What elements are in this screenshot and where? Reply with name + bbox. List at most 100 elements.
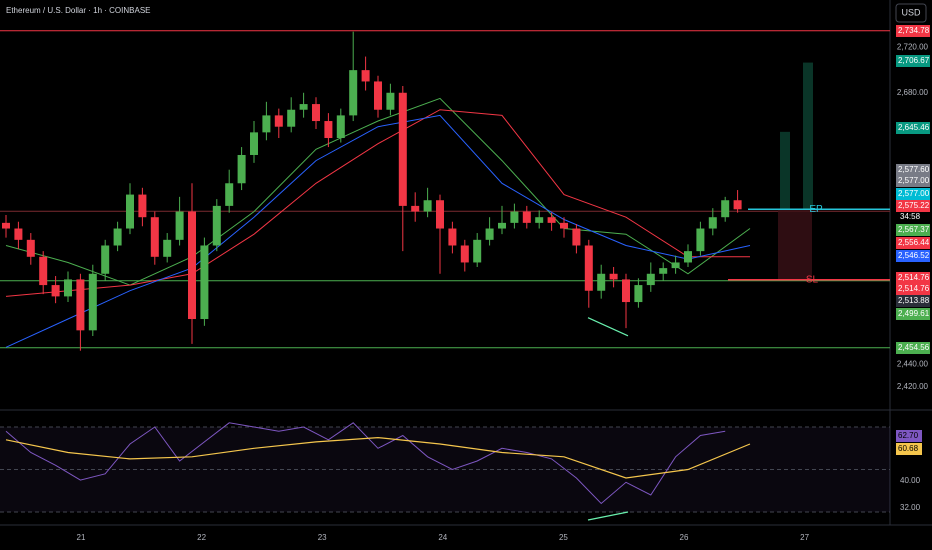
chart-title: Ethereum / U.S. Dollar · 1h · COINBASE: [6, 6, 151, 15]
candle-body: [113, 228, 122, 246]
price-label-bg: [896, 55, 930, 67]
price-label: 2,567.37: [898, 225, 930, 234]
price-label: 2,514.76: [898, 284, 930, 293]
rsi-line: [5, 422, 726, 505]
price-label: 2,706.67: [898, 56, 930, 65]
candle-body: [584, 245, 593, 291]
candle-body: [225, 183, 234, 206]
rsi-label: 62.70: [898, 431, 919, 440]
price-label: 2,645.46: [898, 123, 930, 132]
candle-body: [498, 222, 506, 229]
candle-body: [485, 228, 494, 240]
price-label-bg: [896, 122, 930, 134]
rsi-divergence-line: [587, 511, 629, 521]
x-tick-label: 24: [438, 533, 447, 542]
candle-body: [101, 245, 110, 274]
price-label: 2,499.61: [898, 309, 930, 318]
divergence-line: [587, 317, 629, 337]
candle-body: [733, 200, 742, 210]
x-tick-label: 22: [197, 533, 206, 542]
price-label: 2,577.00: [898, 176, 930, 185]
candle-body: [423, 200, 432, 212]
candle-body: [188, 211, 196, 320]
rsi-label-bg: [896, 430, 922, 442]
candle-body: [535, 217, 544, 223]
y-tick-label: 2,720.00: [897, 43, 929, 52]
candle-body: [684, 251, 692, 263]
candle-body: [708, 217, 717, 229]
price-label-bg: [896, 283, 930, 295]
candle-body: [287, 109, 296, 127]
price-label-bg: [896, 175, 930, 187]
price-label-bg: [896, 25, 930, 37]
candle-body: [324, 121, 333, 139]
rsi-tick-label: 32.00: [900, 503, 921, 512]
target-zone: [803, 62, 813, 210]
x-tick-label: 27: [800, 533, 809, 542]
candle-body: [622, 279, 630, 303]
candle-body: [473, 239, 482, 263]
price-label-bg: [896, 224, 930, 236]
moving-average: [5, 109, 750, 297]
candle-body: [126, 194, 134, 229]
candle-body: [609, 273, 618, 280]
price-label: 2,513.88: [898, 296, 930, 305]
currency-button[interactable]: [895, 3, 927, 23]
candle-body: [671, 262, 680, 269]
price-label: 2,556.44: [898, 238, 930, 247]
price-label: 2,577.60: [898, 165, 930, 174]
price-label: 2,575.22: [898, 201, 930, 210]
candle-body: [597, 273, 606, 291]
candle-body: [411, 205, 420, 212]
candle-body: [26, 239, 35, 257]
candle-body: [696, 228, 705, 252]
candle-body: [659, 268, 668, 274]
stop-label: SL: [806, 274, 819, 285]
candle-body: [510, 211, 519, 223]
price-label-bg: [896, 308, 930, 320]
price-label-bg: [896, 295, 930, 307]
x-tick-label: 25: [559, 533, 568, 542]
candle-body: [14, 228, 23, 240]
countdown: 34:58: [900, 212, 921, 221]
y-tick-label: 2,420.00: [897, 382, 929, 391]
candle-body: [436, 200, 444, 229]
candle-body: [39, 256, 48, 286]
price-label: 2,514.76: [898, 273, 930, 282]
candle-body: [398, 92, 407, 206]
rsi-ma-line: [5, 436, 751, 479]
candle-body: [361, 70, 370, 82]
stop-zone: [778, 209, 812, 280]
price-label-bg: [896, 188, 930, 200]
price-label-bg: [896, 200, 930, 212]
y-tick-label: 2,680.00: [897, 88, 929, 97]
candle-body: [522, 211, 531, 223]
candle-body: [560, 222, 568, 229]
candle-body: [76, 279, 85, 331]
rsi-tick-label: 40.00: [900, 476, 921, 485]
candle-body: [460, 245, 469, 263]
candle-body: [250, 132, 258, 155]
y-tick-label: 2,440.00: [897, 359, 929, 368]
candle-body: [547, 217, 556, 223]
entry-label: EP: [809, 204, 823, 215]
x-tick-label: 21: [77, 533, 86, 542]
x-tick-label: 23: [318, 533, 327, 542]
candle-body: [312, 104, 320, 122]
candle-body: [274, 115, 283, 127]
candle-body: [349, 70, 358, 116]
price-label: 2,454.56: [898, 343, 930, 352]
candle-body: [374, 81, 382, 110]
candle-body: [448, 228, 457, 246]
candle-body: [88, 273, 97, 331]
price-label-bg: [896, 250, 930, 262]
x-tick-label: 26: [680, 533, 689, 542]
candle-body: [175, 211, 184, 240]
candle-body: [299, 104, 308, 110]
candle-body: [634, 285, 643, 303]
candle-body: [386, 92, 395, 110]
target-zone: [780, 131, 790, 210]
candle-body: [336, 115, 345, 139]
price-label-bg: [896, 342, 930, 354]
currency[interactable]: USD: [901, 7, 921, 17]
